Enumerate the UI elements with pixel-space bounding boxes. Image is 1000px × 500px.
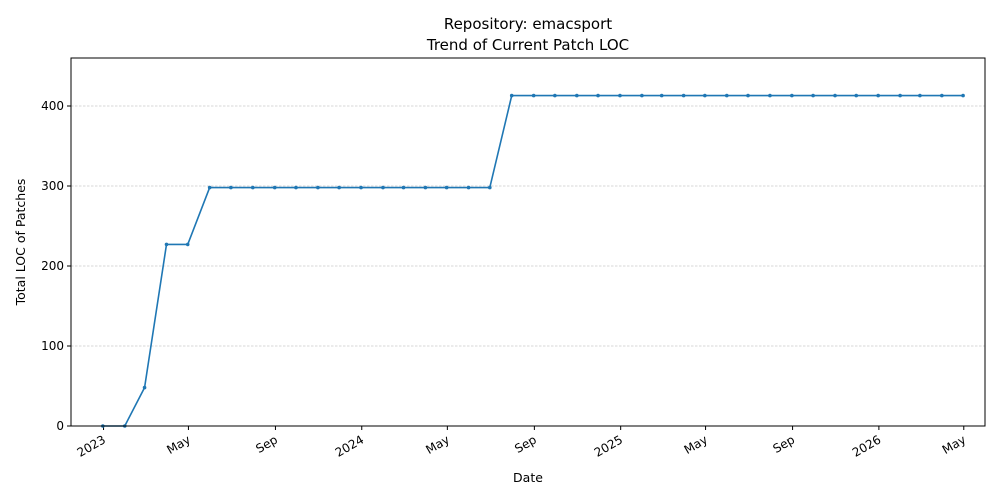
data-point [575,93,579,98]
y-axis: 0 100 200 300 400 [41,99,71,433]
data-point [854,93,859,98]
data-point [207,185,212,190]
data-point [164,242,169,247]
data-point [466,185,471,190]
grid-lines [71,105,985,347]
data-point [681,93,686,98]
x-tick-label: 2023 [75,432,108,459]
x-tick-label: Sep [770,432,797,455]
series-line [102,94,964,427]
series-layer [101,93,965,428]
y-tick-label: 100 [41,339,64,353]
data-point [618,93,622,98]
chart-title: Repository: emacsport [444,15,612,33]
data-point [898,93,902,98]
data-point [659,93,664,98]
y-tick-label: 400 [41,99,64,113]
data-point [142,385,147,390]
data-point [876,93,880,98]
x-axis-label: Date [513,470,543,485]
y-tick-label: 300 [41,179,64,193]
data-point [316,185,320,190]
data-point [833,93,837,98]
data-point [703,93,707,98]
data-point [294,185,298,190]
x-tick-label: Sep [512,432,539,455]
x-tick-label: 2025 [592,432,625,459]
data-point [381,185,385,190]
data-point [509,93,514,98]
data-point [337,185,341,190]
data-point [918,93,922,98]
data-point [768,93,772,98]
data-point [961,93,965,98]
x-tick-label: May [682,432,710,457]
y-tick-label: 200 [41,259,64,273]
data-point [553,93,557,98]
data-point [811,93,815,98]
data-point [272,185,277,190]
y-axis-label: Total LOC of Patches [13,179,28,307]
data-point [940,93,944,98]
chart-subtitle: Trend of Current Patch LOC [426,36,629,54]
x-axis: 2023 May Sep 2024 May Sep 2025 May Sep 2026 May [75,426,968,460]
x-tick-label: 2024 [333,432,366,459]
x-tick-label: May [164,432,192,457]
data-point [401,185,406,190]
data-point [487,185,492,190]
data-point [596,93,600,98]
x-tick-label: Sep [253,432,280,455]
data-point [640,93,644,98]
x-tick-label: May [940,432,968,457]
data-point [746,93,750,98]
data-point [251,185,255,190]
data-point [531,93,536,98]
data-point [790,93,794,98]
data-point [423,185,428,190]
data-point [724,93,729,98]
x-tick-label: 2026 [850,432,883,459]
data-point [444,185,449,190]
data-point [229,185,233,190]
data-point [359,185,363,190]
plot-frame [70,57,986,427]
data-point [185,242,190,247]
y-tick-label: 0 [56,419,64,433]
x-tick-label: May [423,432,451,457]
